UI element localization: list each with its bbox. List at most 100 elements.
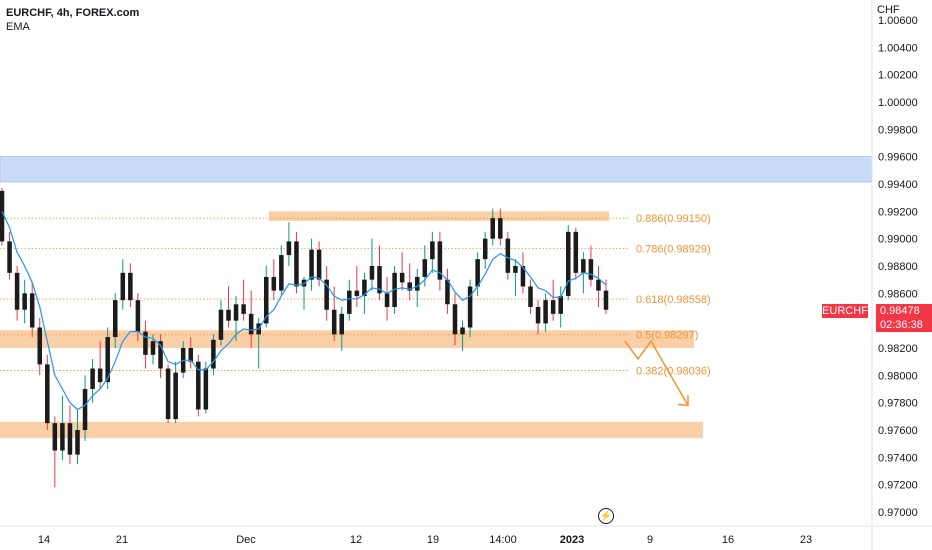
candle-body bbox=[7, 241, 12, 273]
candle-body bbox=[467, 286, 473, 328]
candle-body bbox=[437, 241, 443, 280]
candle-body bbox=[211, 339, 216, 369]
candle-body bbox=[97, 368, 103, 383]
time-tick: 14 bbox=[38, 534, 50, 546]
last-price-box: 0.98478 02:36:38 bbox=[876, 304, 932, 332]
candle-body bbox=[407, 282, 412, 291]
candle-body bbox=[543, 300, 548, 324]
candle-body bbox=[75, 430, 80, 455]
time-tick: Dec bbox=[236, 534, 256, 546]
candle-body bbox=[14, 272, 20, 310]
indicator-label[interactable]: EMA bbox=[6, 21, 30, 33]
candle-body bbox=[520, 266, 526, 287]
candle-body bbox=[294, 241, 299, 287]
candle-body bbox=[362, 279, 367, 297]
candle-body bbox=[399, 272, 405, 283]
fib-layer: 0.886(0.99150) 0.786(0.98929) 0.618(0.9855… bbox=[0, 213, 711, 377]
ema-line bbox=[1, 211, 607, 411]
zone-supply bbox=[0, 156, 873, 183]
candle-body bbox=[490, 218, 496, 239]
time-tick: 2023 bbox=[560, 534, 584, 546]
candle-body bbox=[0, 190, 5, 242]
price-tick: 1.00200 bbox=[878, 70, 918, 82]
candle-body bbox=[67, 423, 73, 455]
last-price-symbol-tag: EURCHF bbox=[822, 304, 868, 318]
candle-body bbox=[354, 290, 360, 297]
candle-body bbox=[430, 241, 435, 260]
price-tick: 0.98800 bbox=[878, 261, 918, 273]
candle-body bbox=[143, 331, 148, 355]
candle-body bbox=[241, 304, 246, 314]
candle-body bbox=[286, 241, 292, 256]
price-tick: 0.98600 bbox=[878, 288, 918, 300]
fib-label: 0.5(0.98297) bbox=[636, 330, 698, 342]
zone-range-top bbox=[269, 211, 609, 221]
candle-body bbox=[233, 304, 239, 321]
price-tick: 0.99800 bbox=[878, 124, 918, 136]
price-axis[interactable]: 1.00600 1.00400 1.00200 1.00000 0.99800 0.996… bbox=[878, 15, 918, 519]
lightning-icon[interactable]: ⚡ bbox=[598, 508, 614, 524]
time-tick: 14:00 bbox=[489, 534, 517, 546]
candle-body bbox=[165, 368, 171, 420]
fib-label: 0.786(0.98929) bbox=[636, 243, 711, 255]
time-tick: 9 bbox=[647, 534, 653, 546]
candle-body bbox=[218, 309, 224, 340]
time-tick: 16 bbox=[722, 534, 734, 546]
currency-label: CHF bbox=[877, 4, 900, 16]
candle-body bbox=[324, 279, 329, 310]
time-tick: 21 bbox=[116, 534, 128, 546]
candle-body bbox=[452, 304, 458, 335]
candle-body bbox=[550, 300, 556, 314]
fib-label: 0.886(0.99150) bbox=[636, 213, 711, 225]
candle-body bbox=[558, 296, 563, 314]
candle-body bbox=[369, 266, 375, 280]
candle-body bbox=[37, 327, 43, 365]
candle-body bbox=[316, 249, 322, 280]
candle-body bbox=[263, 276, 269, 324]
price-tick: 0.98200 bbox=[878, 343, 918, 355]
symbol-title[interactable]: EURCHF, 4h, FOREX.com bbox=[6, 7, 140, 19]
arrow-path bbox=[624, 339, 689, 406]
candle-body bbox=[135, 300, 141, 332]
candle-body bbox=[392, 272, 397, 307]
candle-body bbox=[414, 276, 420, 291]
candle-body bbox=[422, 259, 428, 277]
zones-layer bbox=[0, 156, 873, 439]
candle-body bbox=[528, 286, 533, 307]
price-tick: 0.99000 bbox=[878, 234, 918, 246]
candle-body bbox=[588, 259, 594, 280]
candle-body bbox=[565, 231, 571, 297]
candle-body bbox=[22, 293, 27, 310]
candle-body bbox=[513, 266, 518, 273]
candle-body bbox=[505, 238, 511, 273]
zone-target bbox=[0, 421, 703, 439]
candle-body bbox=[150, 341, 156, 355]
projection-arrow bbox=[624, 339, 689, 407]
candle-body bbox=[203, 368, 209, 410]
price-tick: 0.99200 bbox=[878, 206, 918, 218]
candle-body bbox=[173, 372, 178, 420]
candle-body bbox=[603, 290, 609, 310]
candle-body bbox=[188, 348, 194, 362]
price-tick: 0.97800 bbox=[878, 398, 918, 410]
candle-body bbox=[90, 368, 95, 389]
time-axis[interactable]: 14 21 Dec 12 19 14:00 2023 9 16 23 bbox=[38, 534, 812, 546]
candle-body bbox=[377, 266, 382, 294]
price-tick: 0.99400 bbox=[878, 179, 918, 191]
candle-body bbox=[482, 238, 488, 260]
candle-body bbox=[196, 361, 201, 410]
candle-body bbox=[475, 259, 480, 287]
candle-body bbox=[29, 293, 35, 328]
price-tick: 1.00000 bbox=[878, 97, 918, 109]
candle-body bbox=[384, 293, 390, 307]
fib-label: 0.618(0.98558) bbox=[636, 294, 711, 306]
price-tick: 0.99600 bbox=[878, 152, 918, 164]
candle-body bbox=[460, 327, 465, 335]
price-tick: 0.97400 bbox=[878, 452, 918, 464]
price-tick: 1.00400 bbox=[878, 42, 918, 54]
candle-body bbox=[120, 272, 126, 301]
candle-body bbox=[60, 423, 65, 451]
candle-body bbox=[535, 307, 541, 324]
price-tick: 0.97200 bbox=[878, 480, 918, 492]
